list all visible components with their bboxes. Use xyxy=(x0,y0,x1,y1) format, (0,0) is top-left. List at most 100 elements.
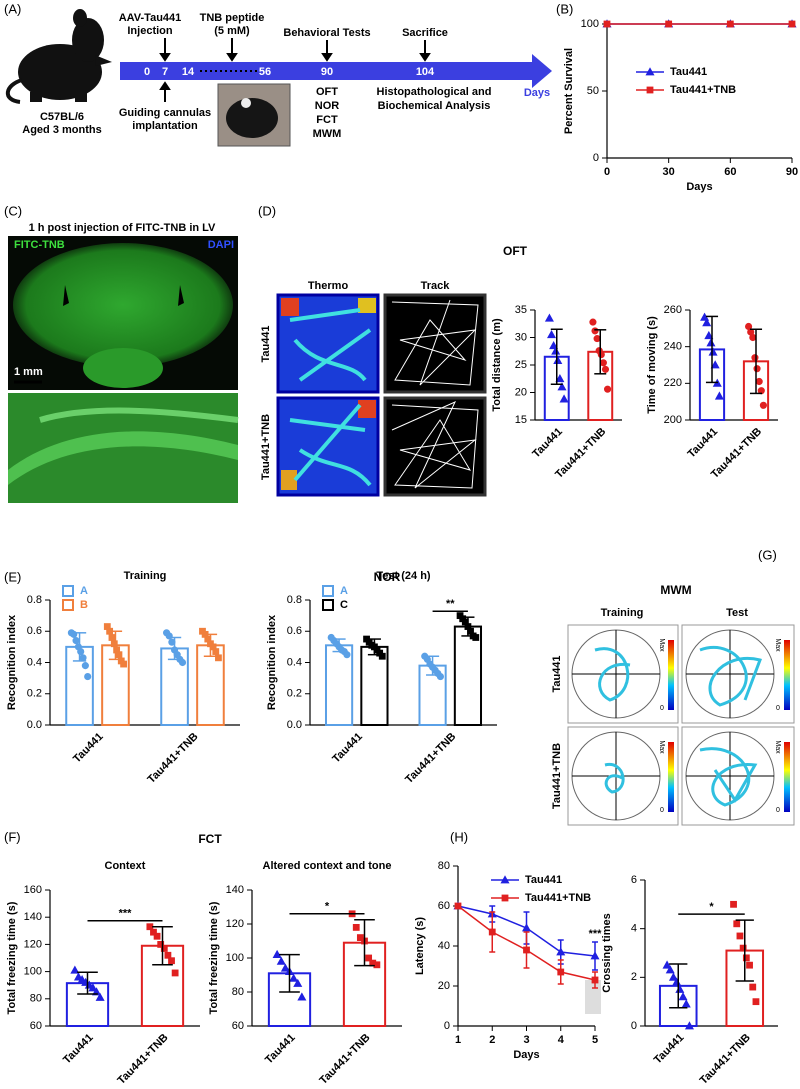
data-point xyxy=(593,335,601,343)
panel-label: (A) xyxy=(4,1,21,16)
x-tick-label: 1 xyxy=(455,1034,461,1046)
data-point xyxy=(356,934,364,941)
y-axis-label: Total distance (m) xyxy=(491,318,503,412)
y-tick-label: 20 xyxy=(515,386,527,398)
y-tick-label: 6 xyxy=(631,874,637,886)
data-point xyxy=(714,391,724,400)
y-tick-label: 0.6 xyxy=(287,625,302,637)
column-label: Thermo xyxy=(308,280,349,292)
y-tick-label: 120 xyxy=(24,938,42,950)
data-point xyxy=(110,640,118,648)
data-point xyxy=(157,940,165,948)
x-tick-label: 4 xyxy=(558,1034,565,1046)
bar xyxy=(453,625,483,726)
y-tick-label: 20 xyxy=(438,980,450,992)
y-tick-label: 160 xyxy=(24,884,42,896)
data-point xyxy=(706,338,716,347)
data-point xyxy=(549,341,559,350)
data-point xyxy=(289,973,299,982)
data-point xyxy=(559,394,569,403)
data-point xyxy=(788,20,796,28)
y-tick-label: 80 xyxy=(30,993,42,1005)
y-tick-label: 100 xyxy=(226,952,244,964)
y-tick-label: 200 xyxy=(664,414,682,426)
x-tick-label: Tau441 xyxy=(61,1032,96,1067)
timeline-day: 90 xyxy=(321,66,333,78)
data-point xyxy=(70,965,80,974)
legend-swatch xyxy=(62,585,74,597)
data-point xyxy=(604,385,612,393)
hippocampus-image xyxy=(8,393,239,503)
legend-swatch xyxy=(322,585,334,597)
data-point xyxy=(153,932,161,940)
significance-label: ** xyxy=(446,598,455,610)
data-point xyxy=(749,983,757,991)
data-point xyxy=(597,350,605,359)
data-point xyxy=(668,972,678,981)
y-tick-label: 35 xyxy=(515,304,527,316)
timeline-day: 104 xyxy=(416,66,435,78)
y-axis-label: Recognition index xyxy=(6,614,18,710)
data-point xyxy=(523,946,530,954)
significance-label: * xyxy=(709,901,714,913)
data-point xyxy=(77,975,87,984)
data-point xyxy=(108,634,116,641)
event: Injection xyxy=(127,25,173,37)
legend-swatch xyxy=(322,599,334,611)
data-point xyxy=(454,902,462,910)
test-name: OFT xyxy=(316,86,338,98)
data-point xyxy=(178,658,187,667)
column-label: Test xyxy=(726,607,748,619)
data-point xyxy=(488,928,496,936)
data-point xyxy=(521,923,532,932)
data-point xyxy=(212,648,220,655)
column-label: Track xyxy=(421,280,451,292)
y-tick-label: 100 xyxy=(581,18,599,30)
significance-label: *** xyxy=(589,928,603,940)
heatmap xyxy=(276,293,380,497)
data-point xyxy=(164,951,172,959)
y-axis-label: Time of moving (s) xyxy=(646,316,658,414)
x-tick-label: Tau441 xyxy=(71,731,106,766)
colorbar-label: 0 xyxy=(776,807,780,814)
colorbar-label: 0 xyxy=(660,807,664,814)
y-tick-label: 60 xyxy=(232,1020,244,1032)
water-maze-plots xyxy=(567,624,795,826)
legend-label: Tau441+TNB xyxy=(670,84,736,96)
data-point xyxy=(272,949,282,959)
x-tick-label: Tau441+TNB xyxy=(317,1032,372,1087)
data-point xyxy=(736,932,744,940)
data-point xyxy=(77,647,85,656)
x-tick-label: Tau441 xyxy=(530,426,565,461)
legend-marker xyxy=(645,67,655,76)
data-point xyxy=(590,951,600,960)
data-point xyxy=(678,992,688,1001)
y-tick-label: 0.0 xyxy=(287,719,302,731)
x-tick-label: Tau441 xyxy=(330,731,365,766)
data-point xyxy=(276,956,286,965)
legend-label: Tau441 xyxy=(525,874,562,886)
data-point xyxy=(150,928,157,936)
y-tick-label: 140 xyxy=(226,884,244,896)
data-point xyxy=(120,660,128,668)
data-point xyxy=(589,318,597,326)
chart-title: Altered context and tone xyxy=(263,860,392,872)
y-tick-label: 220 xyxy=(664,377,682,389)
data-point xyxy=(297,992,307,1001)
data-point xyxy=(702,318,712,327)
data-point xyxy=(546,330,557,339)
row-label: Tau441 xyxy=(260,325,272,362)
y-tick-label: 80 xyxy=(232,986,244,998)
data-point xyxy=(746,961,753,969)
data-point xyxy=(92,987,102,996)
data-point xyxy=(665,20,673,28)
timeline-day: 7 xyxy=(162,66,168,78)
data-point xyxy=(555,374,565,383)
data-point xyxy=(352,923,360,931)
data-point xyxy=(751,354,759,362)
x-tick-label: 60 xyxy=(724,166,736,178)
track-plot xyxy=(383,293,487,497)
x-tick-label: 3 xyxy=(523,1034,529,1046)
event: Behavioral Tests xyxy=(283,27,370,39)
